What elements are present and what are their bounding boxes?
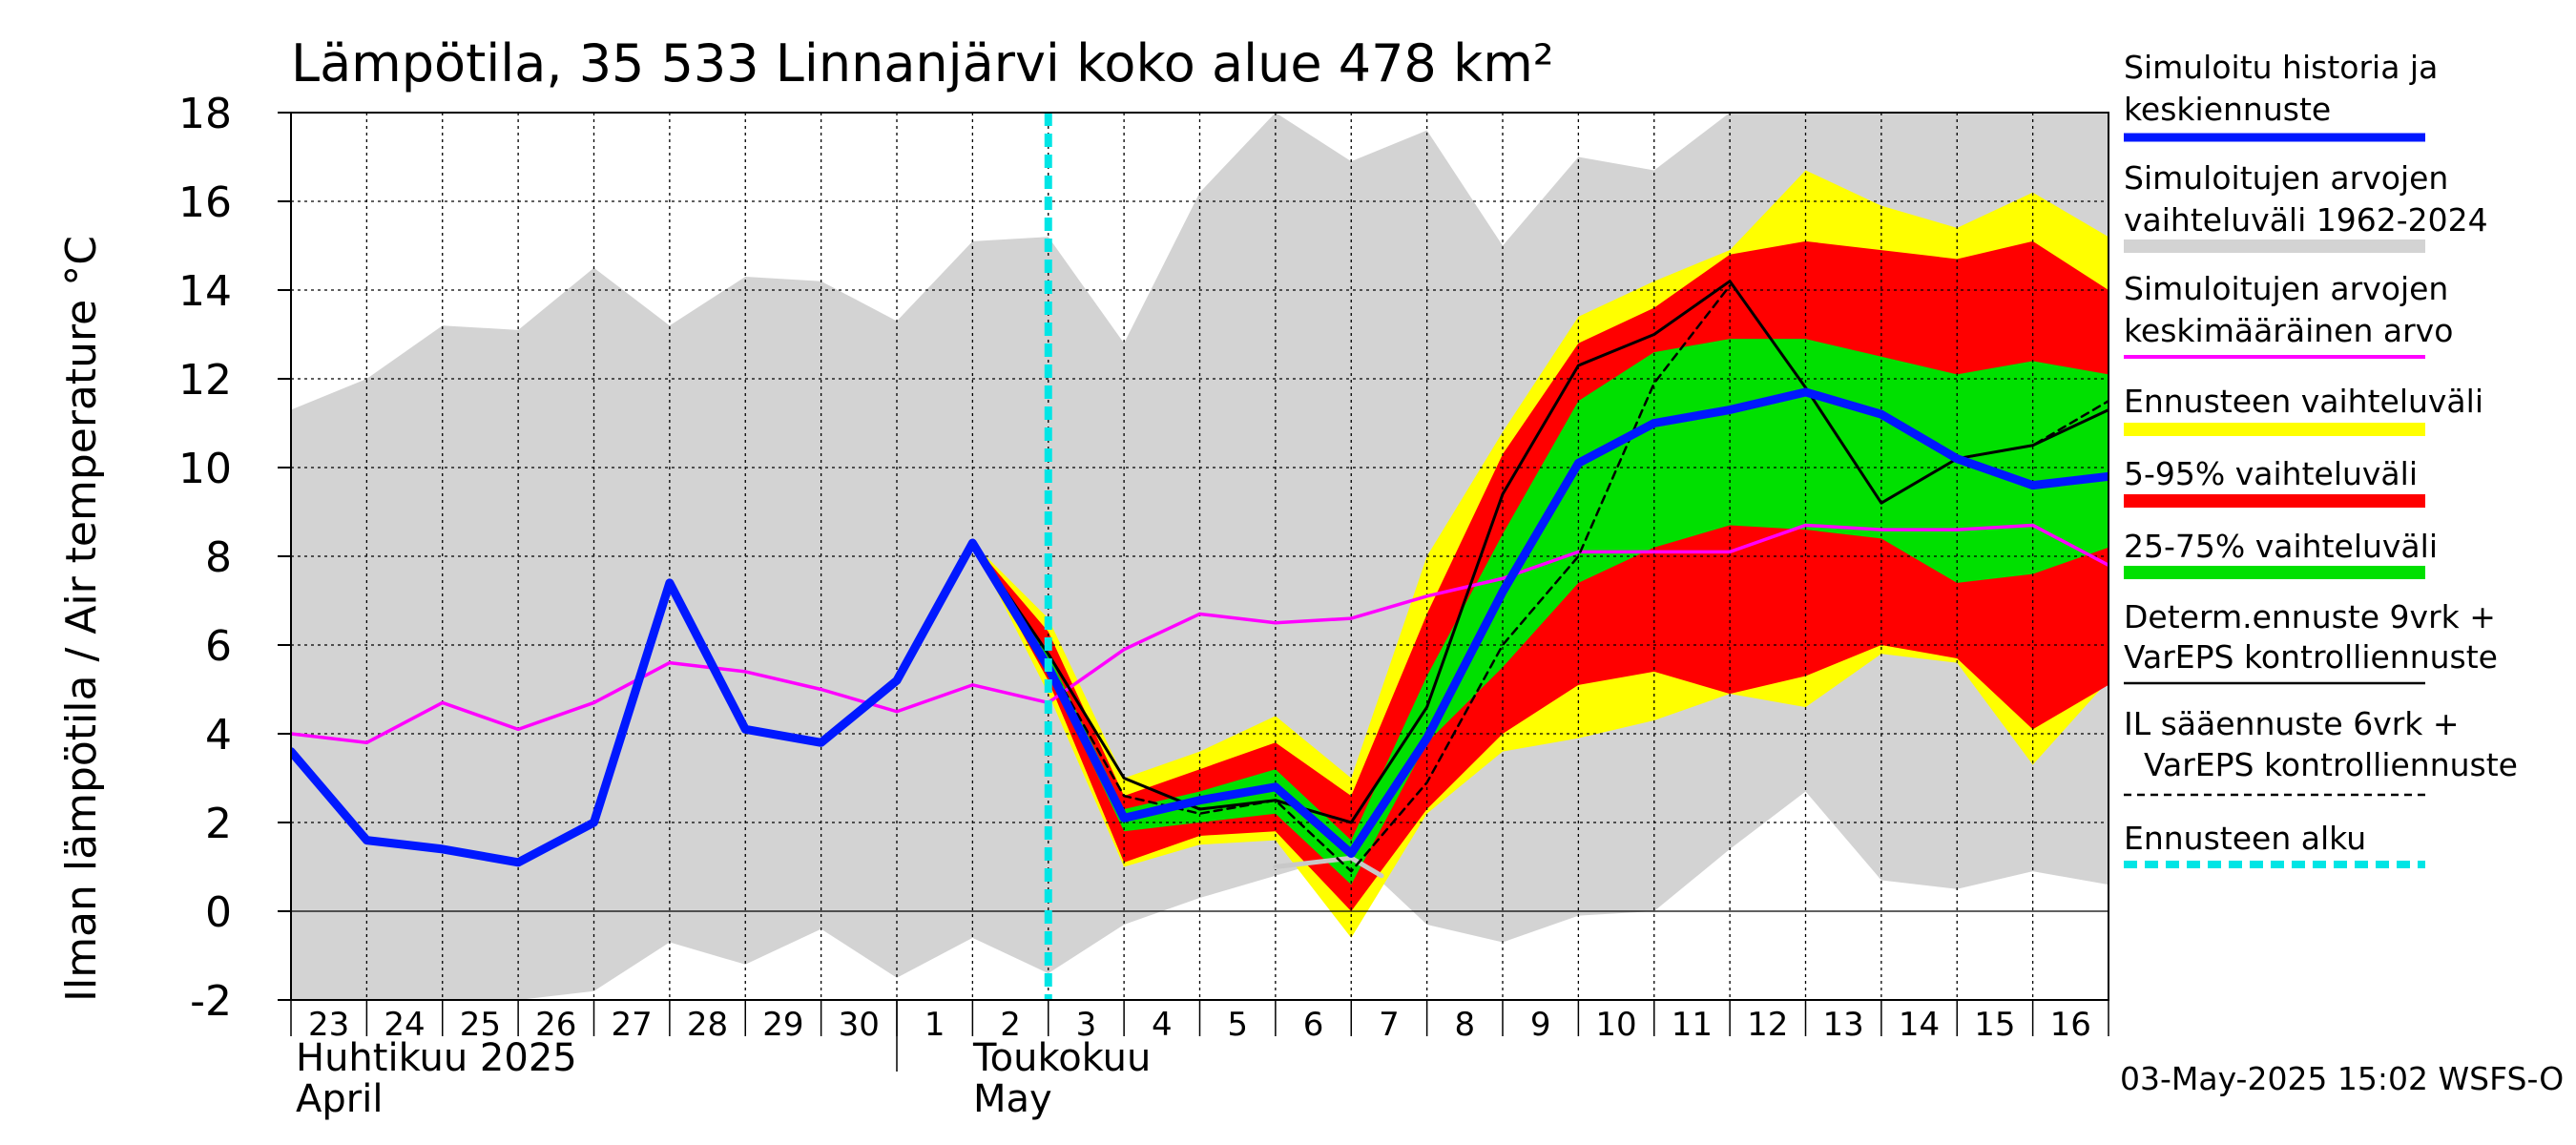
legend-label: Determ.ennuste 9vrk + — [2124, 598, 2496, 635]
series-simulated-line — [291, 387, 2109, 867]
month-label-april-fi: Huhtikuu 2025 — [296, 1036, 577, 1080]
legend-label: 25-75% vaihteluväli — [2124, 528, 2438, 565]
y-tick-label: 16 — [178, 178, 232, 227]
y-tick-label: 2 — [205, 800, 232, 848]
x-tick-label: 3 — [1076, 1006, 1097, 1044]
legend-label: Simuloitujen arvojen — [2124, 159, 2448, 197]
x-tick-label: 5 — [1227, 1006, 1248, 1044]
legend-label: IL sääennuste 6vrk + — [2124, 705, 2460, 742]
x-tick-label: 7 — [1379, 1006, 1400, 1044]
x-tick-label: 25 — [460, 1006, 501, 1044]
x-tick-label: 24 — [384, 1006, 425, 1044]
y-axis-label: Ilman lämpötila / Air temperature °C — [57, 236, 106, 1002]
month-label-may-en: May — [973, 1077, 1052, 1121]
legend-label: vaihteluväli 1962-2024 — [2124, 201, 2488, 239]
legend-label: VarEPS kontrolliennuste — [2124, 746, 2518, 783]
y-tick-label: 8 — [205, 533, 232, 582]
series-layer — [291, 113, 2109, 1000]
x-tick-label: 23 — [308, 1006, 349, 1044]
x-tick-label: 14 — [1899, 1006, 1940, 1044]
legend-label: Ennusteen vaihteluväli — [2124, 383, 2483, 420]
x-tick-label: 28 — [687, 1006, 728, 1044]
x-tick-label: 8 — [1454, 1006, 1475, 1044]
legend-label: 5-95% vaihteluväli — [2124, 455, 2418, 492]
month-label-april-en: April — [296, 1077, 383, 1121]
legend: Simuloitu historia ja keskiennuste Simuloi… — [2124, 49, 2518, 868]
y-tick-label: -2 — [190, 977, 232, 1026]
y-tick-label: 10 — [178, 445, 232, 493]
x-tick-label: 27 — [612, 1006, 653, 1044]
x-tick-label: 10 — [1595, 1006, 1636, 1044]
x-tick-label: 26 — [535, 1006, 576, 1044]
legend-label: Simuloitujen arvojen — [2124, 270, 2448, 307]
series-deterministic-line — [970, 280, 2109, 824]
y-tick-label: 0 — [205, 888, 232, 937]
y-tick-label: 12 — [178, 356, 232, 405]
series-mean-line — [291, 523, 2109, 745]
x-tick-label: 11 — [1672, 1006, 1713, 1044]
x-tick-label: 6 — [1303, 1006, 1324, 1044]
y-tick-label: 14 — [178, 267, 232, 316]
x-tick-label: 13 — [1823, 1006, 1864, 1044]
series-il-forecast-line — [971, 284, 1732, 873]
plot-area — [291, 113, 2109, 1000]
x-tick-label: 9 — [1530, 1006, 1551, 1044]
chart-title: Lämpötila, 35 533 Linnanjärvi koko alue … — [291, 33, 1553, 94]
month-label-may-fi: Toukokuu — [972, 1036, 1151, 1080]
x-tick-label: 15 — [1974, 1006, 2015, 1044]
y-tick-label: 6 — [205, 622, 232, 671]
legend-label: VarEPS kontrolliennuste — [2124, 638, 2498, 676]
y-tick-label: 4 — [205, 711, 232, 760]
x-tick-label: 29 — [762, 1006, 803, 1044]
x-axis: 23 24 25 26 27 28 29 30 1 2 3 4 5 6 7 8 9 10 11 12 13 14 15 16 — [290, 1000, 2109, 1072]
legend-label: Ennusteen alku — [2124, 820, 2366, 857]
x-tick-label: 12 — [1747, 1006, 1788, 1044]
x-tick-label: 16 — [2050, 1006, 2091, 1044]
x-tick-label: 1 — [924, 1006, 945, 1044]
x-tick-label: 4 — [1152, 1006, 1173, 1044]
legend-label: Simuloitu historia ja — [2124, 49, 2438, 86]
band-25-75 — [972, 339, 2109, 885]
x-tick-label: 30 — [839, 1006, 880, 1044]
series-grey-segment — [1273, 855, 1384, 879]
legend-label: keskiennuste — [2124, 91, 2331, 128]
y-axis: -2 0 2 4 6 8 10 12 14 16 18 — [178, 90, 291, 1026]
legend-label: keskimääräinen arvo — [2124, 312, 2453, 349]
y-tick-label: 18 — [178, 90, 232, 138]
timestamp: 03-May-2025 15:02 WSFS-O — [2120, 1060, 2564, 1097]
x-tick-label: 2 — [1000, 1006, 1021, 1044]
